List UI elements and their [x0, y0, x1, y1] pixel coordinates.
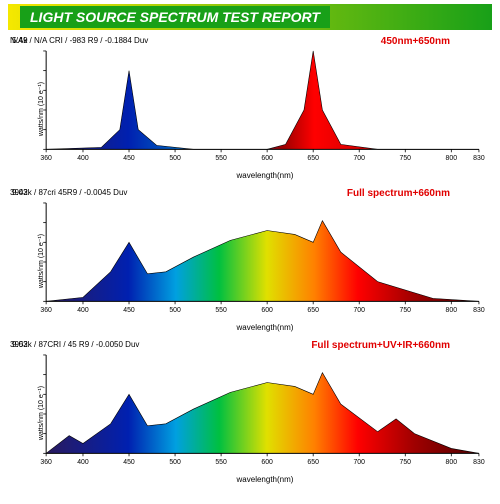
- spectrum-svg: 360 400 450 500 550 600 650 700 750 800 830: [40, 201, 490, 321]
- svg-text:600: 600: [261, 307, 273, 314]
- chart-area: watts/nm (10 e⁻¹) 360 400 450 500 550 600 650 7…: [40, 201, 480, 321]
- svg-text:550: 550: [215, 307, 227, 314]
- svg-text:750: 750: [400, 155, 412, 162]
- svg-text:830: 830: [473, 155, 485, 162]
- chart-title: 450nm+650nm: [381, 36, 450, 47]
- svg-text:500: 500: [169, 155, 181, 162]
- y-max-label: 9.03: [12, 340, 28, 349]
- x-axis-label: wavelength(nm): [40, 323, 490, 332]
- svg-text:830: 830: [473, 307, 485, 314]
- y-axis-label: watts/nm (10 e⁻¹): [37, 234, 45, 288]
- svg-text:650: 650: [307, 155, 319, 162]
- chart-title: Full spectrum+660nm: [347, 188, 450, 199]
- svg-text:750: 750: [400, 459, 412, 466]
- svg-text:800: 800: [446, 459, 458, 466]
- chart-info: 3952k / 87CRI / 45 R9 / -0.0050 Duv: [10, 340, 139, 351]
- svg-text:700: 700: [353, 459, 365, 466]
- chart-info: N/Ak / N/A CRI / -983 R9 / -0.1884 Duv: [10, 36, 148, 47]
- svg-text:360: 360: [40, 307, 52, 314]
- spectrum-svg: 360 400 450 500 550 600 650 700 750 800 830: [40, 49, 490, 169]
- svg-text:450: 450: [123, 459, 135, 466]
- svg-text:400: 400: [77, 459, 89, 466]
- x-axis-label: wavelength(nm): [40, 171, 490, 180]
- svg-text:500: 500: [169, 307, 181, 314]
- svg-text:700: 700: [353, 155, 365, 162]
- svg-text:500: 500: [169, 459, 181, 466]
- spectrum-chart-2: 3952k / 87CRI / 45 R9 / -0.0050 Duv Full…: [10, 340, 490, 484]
- svg-text:400: 400: [77, 307, 89, 314]
- spectrum-chart-0: N/Ak / N/A CRI / -983 R9 / -0.1884 Duv 4…: [10, 36, 490, 180]
- chart-area: watts/nm (10 e⁻¹) 360 400 450 500 550 600 650 7…: [40, 353, 480, 473]
- y-axis-label: watts/nm (10 e⁻¹): [37, 386, 45, 440]
- svg-text:400: 400: [77, 155, 89, 162]
- y-max-label: 9.03: [12, 188, 28, 197]
- report-banner: LIGHT SOURCE SPECTRUM TEST REPORT: [8, 4, 492, 30]
- charts-container: N/Ak / N/A CRI / -983 R9 / -0.1884 Duv 4…: [0, 36, 500, 484]
- svg-text:360: 360: [40, 155, 52, 162]
- svg-text:830: 830: [473, 459, 485, 466]
- x-axis-label: wavelength(nm): [40, 475, 490, 484]
- chart-title: Full spectrum+UV+IR+660nm: [311, 340, 450, 351]
- svg-text:450: 450: [123, 307, 135, 314]
- svg-text:800: 800: [446, 307, 458, 314]
- svg-text:360: 360: [40, 459, 52, 466]
- svg-text:550: 550: [215, 155, 227, 162]
- svg-text:650: 650: [307, 307, 319, 314]
- spectrum-chart-1: 3942k / 87cri 45R9 / -0.0045 Duv Full sp…: [10, 188, 490, 332]
- svg-text:650: 650: [307, 459, 319, 466]
- svg-text:800: 800: [446, 155, 458, 162]
- spectrum-svg: 360 400 450 500 550 600 650 700 750 800 830: [40, 353, 490, 473]
- svg-text:750: 750: [400, 307, 412, 314]
- svg-text:600: 600: [261, 155, 273, 162]
- chart-area: watts/nm (10 e⁻¹) 360 400 450 500 550 600 650 7…: [40, 49, 480, 169]
- svg-text:700: 700: [353, 307, 365, 314]
- svg-text:550: 550: [215, 459, 227, 466]
- y-max-label: 5.49: [12, 36, 28, 45]
- report-title: LIGHT SOURCE SPECTRUM TEST REPORT: [20, 6, 330, 28]
- y-axis-label: watts/nm (10 e⁻¹): [37, 82, 45, 136]
- svg-text:600: 600: [261, 459, 273, 466]
- svg-text:450: 450: [123, 155, 135, 162]
